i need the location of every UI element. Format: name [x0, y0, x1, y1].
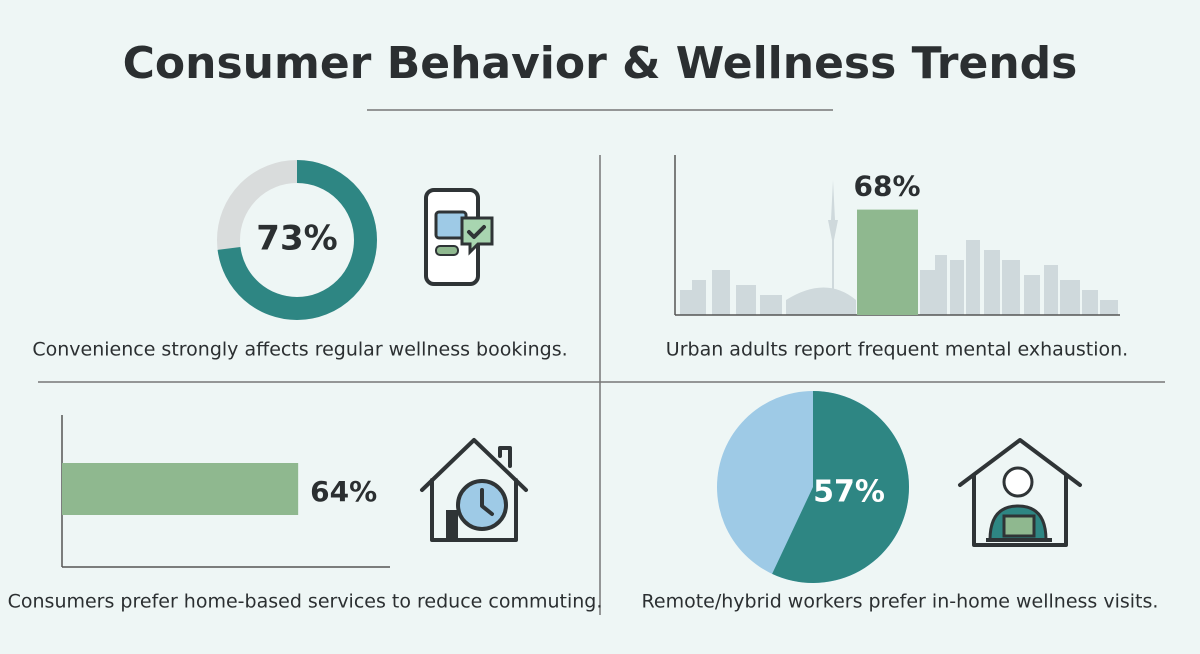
- bar: [62, 463, 299, 515]
- title: Consumer Behavior & Wellness Trends: [123, 38, 1078, 89]
- value-label: 73%: [256, 219, 337, 259]
- skyline: [680, 180, 1118, 315]
- phone-icon: [424, 188, 494, 286]
- bar: [857, 209, 918, 315]
- remote-worker-icon: [958, 438, 1082, 547]
- home-clock-icon: [420, 438, 528, 542]
- caption: Urban adults report frequent mental exha…: [666, 339, 1128, 361]
- value-label: 64%: [310, 475, 377, 508]
- caption: Remote/hybrid workers prefer in-home wel…: [642, 591, 1159, 613]
- pie-slice: [772, 391, 909, 584]
- value-label: 57%: [813, 475, 885, 510]
- value-label: 68%: [853, 170, 920, 203]
- caption: Consumers prefer home-based services to …: [8, 591, 603, 613]
- caption: Convenience strongly affects regular wel…: [32, 339, 567, 361]
- donut-arc: [217, 160, 377, 320]
